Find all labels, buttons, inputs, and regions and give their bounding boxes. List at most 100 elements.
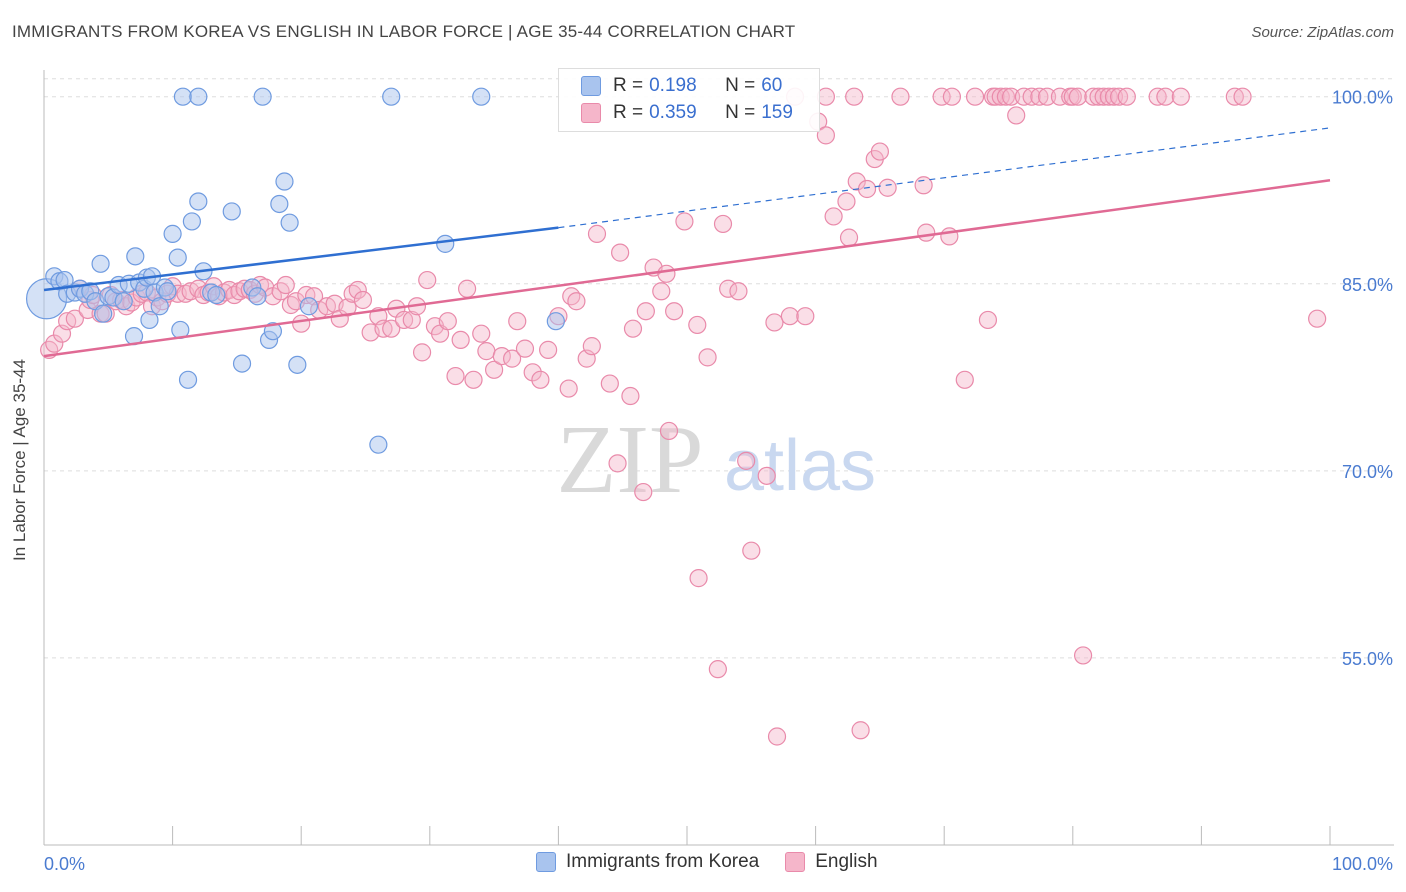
korea-trend-line xyxy=(43,226,559,292)
english-point xyxy=(1001,87,1021,106)
english-point xyxy=(1156,87,1175,106)
y-tick-label: 85.0% xyxy=(1342,275,1393,295)
english-legend-swatch xyxy=(785,852,806,872)
english-point xyxy=(523,363,542,382)
korea-swatch xyxy=(581,76,601,96)
english-point xyxy=(65,309,84,328)
korea-point xyxy=(369,435,388,454)
english-point xyxy=(847,172,866,191)
english-point xyxy=(857,179,877,199)
stats-row-korea: R = 0.198 N = 60 xyxy=(581,75,782,97)
tick-labels: 55.0% 70.0% 85.0% 100.0% 0.0% 100.0% xyxy=(44,88,1393,874)
english-point xyxy=(1084,87,1103,106)
english-point xyxy=(382,319,401,338)
english-point xyxy=(978,310,998,330)
english-point xyxy=(292,314,311,333)
stats-row-english: R = 0.359 N = 159 xyxy=(581,102,793,124)
stats-legend: R = 0.198 N = 60 R = 0.359 N = 159 xyxy=(558,68,820,132)
english-point xyxy=(837,192,856,211)
english-legend-label: English xyxy=(815,851,878,872)
korea-point xyxy=(168,248,187,267)
korea-point xyxy=(546,312,565,331)
axes xyxy=(43,70,1394,846)
korea-point xyxy=(189,192,208,211)
korea-point xyxy=(182,212,201,231)
english-point xyxy=(1037,87,1057,106)
english-point xyxy=(891,87,910,106)
english-point xyxy=(1030,87,1049,106)
korea-point xyxy=(189,87,208,106)
x-tick-label: 100.0% xyxy=(1332,854,1393,874)
english-point xyxy=(737,451,756,470)
korea-point xyxy=(299,297,319,316)
english-point xyxy=(845,87,864,106)
korea-point xyxy=(163,224,182,243)
english-point xyxy=(338,298,357,317)
y-tick-label: 55.0% xyxy=(1342,649,1393,669)
english-swatch xyxy=(581,103,601,123)
english-point xyxy=(438,312,457,331)
english-point xyxy=(276,275,295,295)
korea-point xyxy=(270,194,289,214)
n-label: N = xyxy=(725,75,756,96)
r-value: 0.198 xyxy=(649,75,697,96)
english-point xyxy=(587,224,607,243)
english-point xyxy=(729,282,748,301)
korea-legend-swatch xyxy=(536,852,556,872)
korea-point xyxy=(126,247,145,266)
r-label: R = xyxy=(613,75,644,96)
english-point xyxy=(477,342,496,361)
english-point xyxy=(348,280,367,300)
english-point xyxy=(515,339,535,358)
english-point xyxy=(457,279,477,298)
english-point xyxy=(621,386,640,406)
english-point xyxy=(1089,87,1108,106)
english-point xyxy=(1050,87,1070,106)
korea-point xyxy=(232,354,252,373)
english-point xyxy=(634,482,653,502)
english-trend-line xyxy=(43,179,1331,358)
korea-point xyxy=(436,234,455,253)
korea-point xyxy=(140,310,159,330)
watermark-atlas: atlas xyxy=(724,426,876,506)
korea-point xyxy=(178,370,198,389)
english-point xyxy=(567,292,586,311)
english-point xyxy=(1109,87,1129,106)
english-point xyxy=(623,319,643,338)
english-point xyxy=(562,287,581,306)
english-point xyxy=(675,212,694,231)
korea-legend-label: Immigrants from Korea xyxy=(566,851,760,872)
english-point xyxy=(1099,87,1118,106)
korea-point xyxy=(472,87,491,106)
korea-point xyxy=(253,87,272,106)
trend-lines xyxy=(43,127,1331,358)
english-point xyxy=(839,228,859,247)
english-point xyxy=(1014,87,1034,106)
english-point xyxy=(451,330,470,350)
english-point xyxy=(870,142,890,161)
english-point xyxy=(1117,87,1136,106)
english-point xyxy=(539,340,558,359)
x-tick-label: 0.0% xyxy=(44,854,85,874)
english-point xyxy=(446,366,465,386)
english-point xyxy=(996,87,1016,106)
korea-point xyxy=(91,254,110,273)
n-value: 60 xyxy=(761,75,783,96)
english-point xyxy=(485,360,504,379)
legend-item-korea[interactable]: Immigrants from Korea xyxy=(536,851,759,873)
english-point xyxy=(1308,309,1327,328)
chart-title: IMMIGRANTS FROM KOREA VS ENGLISH IN LABO… xyxy=(12,22,796,41)
english-point xyxy=(374,319,393,338)
legend-item-english[interactable]: English xyxy=(785,851,878,873)
korea-points xyxy=(25,87,565,454)
y-tick-label: 100.0% xyxy=(1332,88,1393,108)
english-point xyxy=(757,466,776,485)
english-point xyxy=(636,302,655,321)
english-point xyxy=(765,313,784,332)
english-point xyxy=(991,87,1010,106)
korea-point xyxy=(248,287,267,306)
english-point xyxy=(713,214,733,234)
english-point xyxy=(708,660,727,679)
r-label: R = xyxy=(613,102,644,123)
